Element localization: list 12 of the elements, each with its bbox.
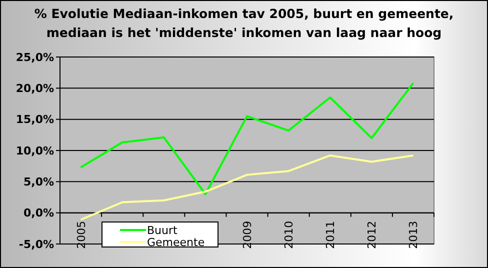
y-tick-label: 10,0%: [16, 144, 54, 158]
y-tick-label: 5,0%: [23, 176, 54, 189]
y-tick-label: 0,0%: [23, 206, 54, 220]
y-tick-label: 20,0%: [16, 82, 54, 96]
y-tick-label: 15,0%: [16, 113, 54, 126]
y-tick-label: -5,0%: [18, 238, 54, 251]
line-series: [80, 82, 414, 196]
chart-title: % Evolutie Mediaan-inkomen tav 2005, buurt en gemeente, mediaan is het 'middenste' inkomen van laag naar hoog: [34, 6, 454, 40]
legend-label: Buurt: [147, 224, 178, 237]
y-tick-label: 25,0%: [16, 50, 54, 64]
legend-label: Gemeente: [147, 236, 205, 249]
line-series: [80, 154, 414, 221]
